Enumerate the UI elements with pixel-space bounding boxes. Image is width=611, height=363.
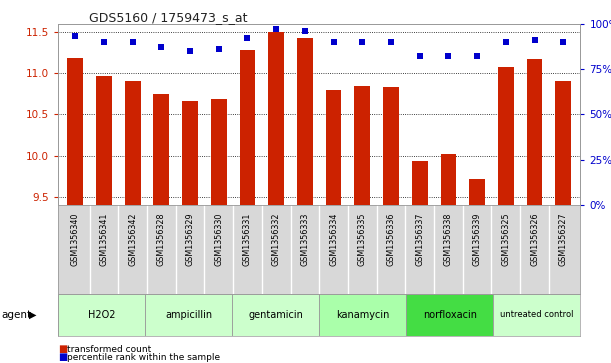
Text: GDS5160 / 1759473_s_at: GDS5160 / 1759473_s_at: [89, 11, 247, 24]
Text: GSM1356328: GSM1356328: [157, 212, 166, 266]
Point: [243, 35, 252, 41]
Bar: [240, 50, 255, 205]
Bar: [125, 81, 141, 205]
Bar: [412, 162, 428, 205]
Bar: [297, 38, 313, 205]
Text: GSM1356325: GSM1356325: [501, 212, 510, 266]
Bar: [555, 81, 571, 205]
Point: [214, 46, 224, 52]
Point: [357, 39, 367, 45]
Bar: [326, 90, 342, 205]
Text: GSM1356331: GSM1356331: [243, 212, 252, 266]
Text: percentile rank within the sample: percentile rank within the sample: [67, 353, 221, 362]
Text: GSM1356332: GSM1356332: [272, 212, 280, 266]
Point: [444, 53, 453, 59]
Bar: [58, 294, 145, 336]
Bar: [494, 294, 580, 336]
Point: [156, 44, 166, 50]
Point: [128, 39, 137, 45]
Point: [530, 37, 540, 43]
Point: [501, 39, 511, 45]
Text: ■: ■: [58, 352, 67, 362]
Bar: [320, 294, 406, 336]
Bar: [498, 67, 514, 205]
Text: GSM1356334: GSM1356334: [329, 212, 338, 266]
Text: GSM1356327: GSM1356327: [558, 212, 568, 266]
Text: untreated control: untreated control: [500, 310, 574, 319]
Point: [185, 48, 195, 54]
Text: GSM1356342: GSM1356342: [128, 212, 137, 266]
Text: transformed count: transformed count: [67, 345, 152, 354]
Text: GSM1356333: GSM1356333: [301, 212, 309, 266]
Point: [271, 26, 281, 32]
Bar: [268, 32, 284, 205]
Point: [386, 39, 396, 45]
Text: agent: agent: [1, 310, 31, 320]
Point: [558, 39, 568, 45]
Point: [472, 53, 482, 59]
Text: GSM1356329: GSM1356329: [186, 212, 194, 266]
Text: kanamycin: kanamycin: [336, 310, 389, 320]
Text: gentamicin: gentamicin: [248, 310, 303, 320]
Bar: [145, 294, 232, 336]
Bar: [96, 76, 112, 205]
Bar: [67, 58, 83, 205]
Text: ampicillin: ampicillin: [165, 310, 212, 320]
Bar: [211, 99, 227, 205]
Text: H2O2: H2O2: [88, 310, 115, 320]
Bar: [441, 154, 456, 205]
Text: GSM1356340: GSM1356340: [71, 212, 80, 266]
Point: [99, 39, 109, 45]
Text: GSM1356338: GSM1356338: [444, 212, 453, 266]
Text: GSM1356335: GSM1356335: [358, 212, 367, 266]
Bar: [182, 101, 198, 205]
Text: GSM1356330: GSM1356330: [214, 212, 223, 266]
Text: GSM1356326: GSM1356326: [530, 212, 539, 266]
Point: [300, 28, 310, 34]
Text: GSM1356336: GSM1356336: [387, 212, 395, 266]
Text: GSM1356339: GSM1356339: [473, 212, 481, 266]
Bar: [527, 59, 543, 205]
Bar: [354, 86, 370, 205]
Text: GSM1356337: GSM1356337: [415, 212, 424, 266]
Text: ■: ■: [58, 344, 67, 354]
Text: ▶: ▶: [29, 310, 37, 320]
Point: [70, 33, 80, 39]
Bar: [153, 94, 169, 205]
Bar: [406, 294, 494, 336]
Bar: [232, 294, 320, 336]
Bar: [383, 87, 399, 205]
Point: [329, 39, 338, 45]
Bar: [469, 179, 485, 205]
Text: GSM1356341: GSM1356341: [100, 212, 109, 266]
Text: norfloxacin: norfloxacin: [423, 310, 477, 320]
Point: [415, 53, 425, 59]
